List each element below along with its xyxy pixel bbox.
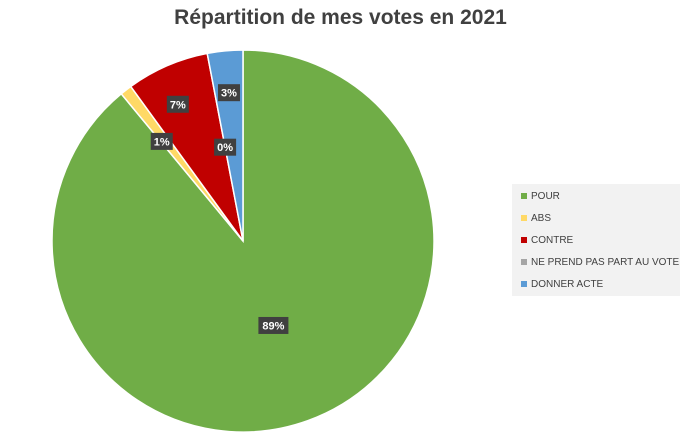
legend-label-ne-prend-pas-part: NE PREND PAS PART AU VOTE xyxy=(531,256,680,268)
legend: POUR ABS CONTRE NE PREND PAS PART AU VOT… xyxy=(512,184,680,296)
data-label-box-ne-prend-pas-part-au-vote xyxy=(214,138,237,156)
data-label-box-abs xyxy=(150,132,173,150)
legend-item-contre: CONTRE xyxy=(521,232,573,248)
legend-label-abs: ABS xyxy=(531,212,552,224)
data-label-donner-acte: 3% xyxy=(217,84,240,102)
data-label-text-pour: 89% xyxy=(262,320,284,332)
data-label-text-abs: 1% xyxy=(154,136,170,148)
data-label-abs: 1% xyxy=(150,132,173,150)
data-label-ne-prend-pas-part-au-vote: 0% xyxy=(214,138,237,156)
data-label-text-contre: 7% xyxy=(170,99,186,111)
data-label-box-donner-acte xyxy=(217,84,240,102)
legend-swatch-ne-prend-pas-part xyxy=(521,259,527,265)
legend-swatch-abs xyxy=(521,215,527,221)
legend-item-pour: POUR xyxy=(521,188,560,204)
legend-item-donner-acte: DONNER ACTE xyxy=(521,276,603,292)
data-label-pour: 89% xyxy=(258,316,289,334)
data-label-text-ne-prend-pas-part-au-vote: 0% xyxy=(217,142,233,154)
legend-label-pour: POUR xyxy=(531,190,560,202)
data-label-text-donner-acte: 3% xyxy=(221,88,237,100)
legend-item-ne-prend-pas-part: NE PREND PAS PART AU VOTE xyxy=(521,254,679,270)
legend-label-donner-acte: DONNER ACTE xyxy=(531,278,604,290)
legend-label-contre: CONTRE xyxy=(531,234,574,246)
data-label-box-pour xyxy=(258,316,289,334)
data-label-contre: 7% xyxy=(166,95,189,113)
legend-swatch-contre xyxy=(521,237,527,243)
chart-title: Répartition de mes votes en 2021 xyxy=(174,6,507,29)
legend-swatch-donner-acte xyxy=(521,281,527,287)
data-label-box-contre xyxy=(166,95,189,113)
legend-swatch-pour xyxy=(521,193,527,199)
legend-item-abs: ABS xyxy=(521,210,551,226)
